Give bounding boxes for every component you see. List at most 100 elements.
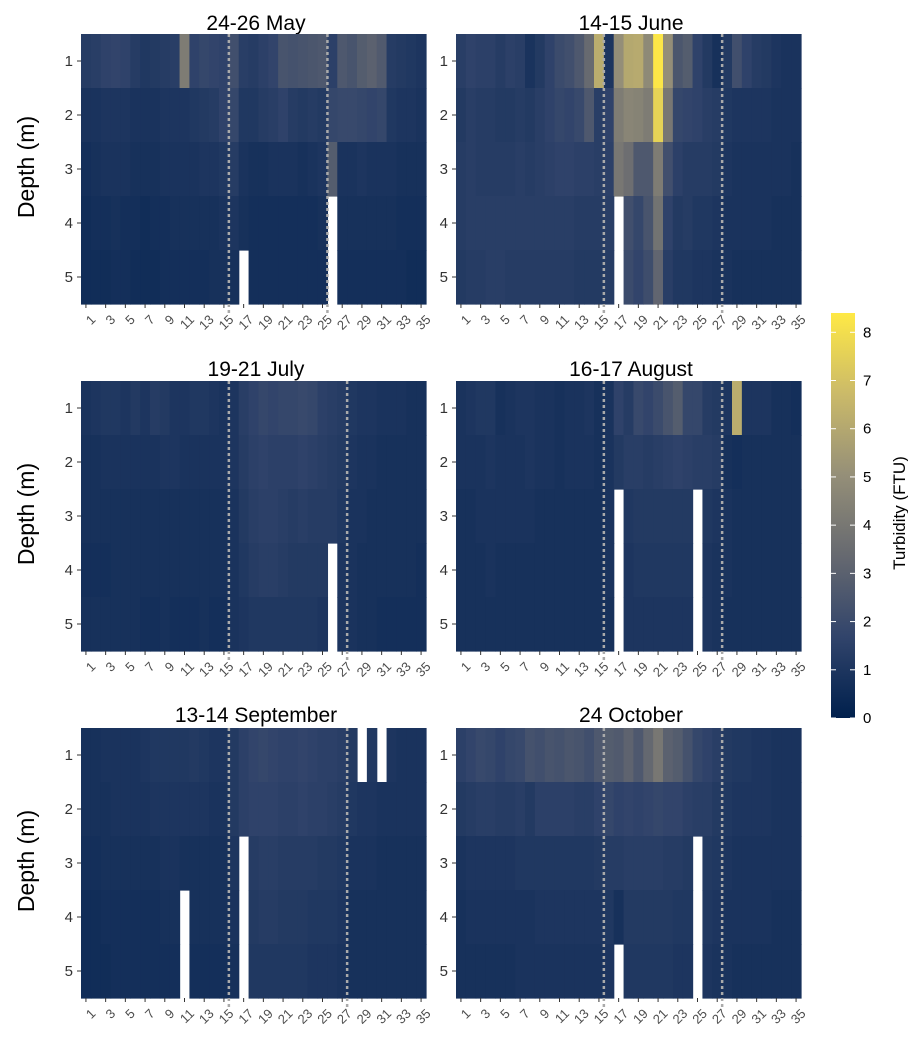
x-tick-label: 5 (497, 312, 513, 328)
heatmap-cell (465, 88, 477, 143)
heatmap-cell (317, 142, 329, 197)
y-tick-label: 5 (440, 269, 448, 286)
heatmap-cell (228, 782, 240, 837)
panel-title-july: 19-21 July (208, 358, 305, 381)
heatmap-cell (278, 381, 289, 436)
heatmap-cell (347, 88, 358, 143)
heatmap-cell (672, 435, 684, 490)
heatmap-cell (199, 34, 210, 89)
heatmap-cell (594, 435, 605, 490)
heatmap-cell (288, 890, 299, 945)
heatmap-cell (140, 88, 151, 143)
heatmap-cell (169, 543, 181, 598)
heatmap-cell (554, 543, 566, 598)
x-tick-label: 27 (709, 1006, 730, 1027)
heatmap-cell (475, 728, 487, 783)
colorbar-gradient (831, 313, 855, 718)
heatmap-cell (574, 836, 585, 891)
heatmap-cell (475, 34, 487, 89)
heatmap-cell (761, 435, 773, 490)
x-tick-label: 33 (768, 659, 789, 680)
heatmap-cell (771, 543, 782, 598)
heatmap-cell (633, 196, 644, 251)
heatmap-cell (396, 944, 407, 999)
heatmap-cell (663, 597, 674, 652)
heatmap-cell (465, 836, 477, 891)
heatmap-cell (278, 435, 289, 490)
heatmap-cell (278, 728, 289, 783)
heatmap-cell (150, 34, 161, 89)
heatmap-cell (288, 597, 299, 652)
heatmap-cell (791, 890, 802, 945)
heatmap-cell (741, 890, 753, 945)
x-tick-label: 31 (748, 1006, 769, 1027)
heatmap-cell (702, 489, 713, 544)
heatmap-cell (672, 34, 684, 89)
heatmap-cell (741, 543, 753, 598)
panel-title-august: 16-17 August (569, 358, 693, 381)
heatmap-cell (100, 543, 112, 598)
heatmap-cell (258, 890, 269, 945)
heatmap-cell (159, 728, 171, 783)
x-tick-label: 23 (295, 659, 316, 680)
heatmap-cell (396, 489, 407, 544)
heatmap-cell (663, 728, 674, 783)
heatmap-cell (288, 782, 299, 837)
colorbar: 0 1 2 3 4 5 6 7 8 Turbidity (FTU) (831, 313, 908, 727)
y-tick-label: 3 (440, 161, 448, 178)
heatmap-cell (761, 250, 773, 305)
heatmap-cell (248, 34, 260, 89)
heatmap-cell (732, 543, 743, 598)
heatmap-cell (791, 196, 802, 251)
heatmap-cell (495, 435, 506, 490)
x-tick-label: 25 (689, 312, 710, 333)
heatmap-cell (702, 836, 713, 891)
heatmap-cell (505, 435, 516, 490)
heatmap-cell (347, 543, 358, 598)
heatmap-cell (534, 944, 546, 999)
heatmap-cell (110, 489, 122, 544)
heatmap-cell (258, 836, 269, 891)
heatmap-cell (712, 142, 723, 197)
heatmap-cell (317, 597, 329, 652)
heatmap-cell (386, 142, 398, 197)
colorbar-tick-label: 2 (863, 614, 871, 631)
colorbar-tick-label: 1 (863, 662, 871, 679)
heatmap-cell (525, 489, 536, 544)
y-tick-label: 2 (440, 107, 448, 124)
heatmap-cell (643, 944, 654, 999)
colorbar-tick-label: 4 (863, 517, 871, 534)
heatmap-cell (682, 782, 694, 837)
heatmap-cell (653, 250, 664, 305)
heatmap-cell (623, 836, 635, 891)
x-tick-label: 19 (630, 312, 651, 333)
heatmap-cell (386, 782, 398, 837)
panel-14-15-june: 14-15 June (578, 12, 683, 35)
heatmap-cell (219, 88, 230, 143)
heatmap-cell (692, 88, 704, 143)
heatmap-cell (594, 728, 605, 783)
heatmap-cell (692, 250, 704, 305)
heatmap-cell (702, 597, 713, 652)
heatmap-cell (248, 728, 260, 783)
heatmap-cell (603, 196, 615, 251)
x-tick-label: 19 (630, 1006, 651, 1027)
x-tick-label: 1 (458, 1006, 474, 1022)
x-tick-label: 31 (373, 659, 394, 680)
heatmap-cell (150, 836, 161, 891)
heatmap-cell (456, 381, 467, 436)
heatmap-cell (682, 836, 694, 891)
y-tick-label: 4 (65, 562, 73, 579)
x-tick-label: 25 (314, 1006, 335, 1027)
x-tick-label: 35 (788, 659, 809, 680)
heatmap-cell (722, 489, 733, 544)
heatmap-cell (465, 944, 477, 999)
heatmap-cell (357, 489, 368, 544)
heatmap-cell (406, 489, 417, 544)
y-tick-label: 4 (440, 562, 448, 579)
heatmap-cell (465, 782, 477, 837)
heatmap-cell (199, 381, 210, 436)
heatmap-cell (741, 435, 753, 490)
heatmap-cell (209, 944, 220, 999)
